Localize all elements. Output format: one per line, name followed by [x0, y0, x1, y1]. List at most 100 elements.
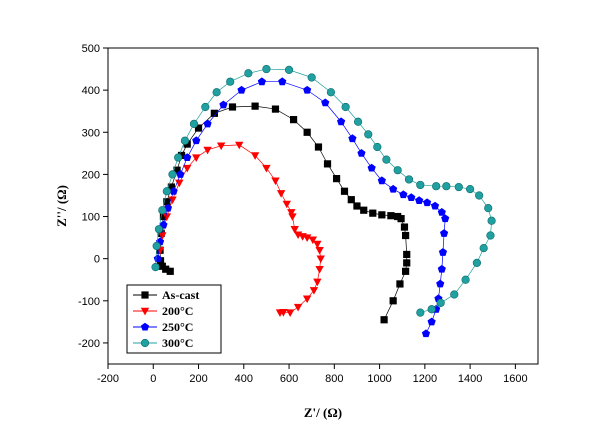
- data-point: [293, 231, 303, 240]
- data-point: [303, 128, 311, 136]
- data-point: [369, 209, 377, 217]
- x-tick-label: 1400: [458, 373, 482, 385]
- data-point: [416, 180, 425, 190]
- x-tick-label: 1600: [503, 373, 527, 385]
- x-tick-label: 800: [325, 373, 343, 385]
- y-axis-title: Z''/ (Ω): [54, 185, 69, 227]
- data-point: [293, 303, 303, 312]
- data-point: [271, 177, 280, 186]
- data-point: [228, 103, 237, 111]
- x-tick-label: 200: [189, 373, 207, 385]
- data-point: [389, 184, 398, 193]
- data-point: [278, 77, 287, 86]
- data-point: [400, 223, 409, 231]
- data-point: [430, 201, 440, 210]
- data-point: [298, 233, 307, 241]
- data-point: [174, 153, 183, 162]
- data-point: [377, 176, 386, 185]
- data-point: [169, 186, 178, 195]
- data-point: [436, 279, 445, 288]
- data-point: [284, 65, 294, 75]
- data-point: [360, 206, 368, 214]
- data-point: [315, 266, 324, 274]
- legend-label: 300°C: [162, 336, 193, 350]
- data-point: [290, 225, 299, 234]
- y-tick-label: 500: [82, 43, 100, 55]
- data-point: [257, 77, 266, 86]
- data-point: [159, 212, 168, 221]
- data-point: [466, 185, 475, 194]
- data-point: [484, 204, 493, 213]
- data-point: [216, 142, 226, 151]
- data-point: [210, 109, 218, 117]
- data-point: [192, 136, 201, 145]
- data-point: [168, 170, 177, 179]
- data-point: [158, 232, 167, 240]
- y-tick-label: 300: [82, 127, 100, 139]
- y-tick-label: 100: [82, 212, 100, 224]
- data-point: [441, 214, 450, 223]
- data-point: [313, 240, 322, 249]
- data-point: [427, 317, 436, 326]
- data-point: [364, 130, 373, 139]
- data-point: [353, 202, 361, 210]
- data-point: [387, 212, 395, 220]
- x-tick-label: 0: [150, 373, 156, 385]
- data-point: [219, 100, 228, 109]
- x-axis-title: Z'/ (Ω): [304, 405, 342, 420]
- data-point: [163, 198, 171, 206]
- data-point: [353, 117, 363, 126]
- y-tick-label: -100: [78, 296, 100, 308]
- y-axis: -200 -100 0 100 200 300 400 500: [78, 43, 108, 350]
- data-point: [340, 187, 349, 195]
- data-point: [472, 258, 481, 267]
- data-point: [437, 264, 446, 273]
- data-point: [237, 85, 246, 94]
- data-point: [262, 164, 271, 173]
- data-point: [285, 309, 295, 317]
- series-4: [151, 64, 496, 317]
- data-point: [454, 182, 463, 192]
- data-point: [153, 254, 162, 263]
- data-point: [323, 160, 332, 168]
- data-point: [341, 102, 350, 112]
- data-point: [438, 248, 448, 256]
- data-point: [250, 152, 260, 160]
- data-point: [194, 124, 203, 132]
- data-point: [192, 154, 201, 162]
- data-point: [396, 280, 404, 288]
- x-tick-label: -200: [97, 373, 119, 385]
- data-point: [393, 166, 402, 175]
- legend-label: 250°C: [162, 320, 193, 334]
- data-point: [282, 200, 291, 209]
- data-point: [332, 175, 341, 183]
- data-point: [289, 116, 298, 124]
- data-point: [251, 102, 259, 110]
- data-point: [421, 329, 431, 338]
- data-point: [287, 209, 296, 217]
- data-point: [382, 155, 391, 164]
- data-point: [416, 308, 425, 317]
- data-point: [173, 166, 181, 174]
- data-point: [423, 198, 432, 207]
- plot-frame: [107, 47, 539, 365]
- data-point: [437, 208, 446, 216]
- data-point: [276, 190, 286, 198]
- legend-marker: [140, 322, 150, 331]
- data-point: [442, 182, 451, 191]
- data-point: [244, 69, 253, 78]
- data-point: [415, 196, 424, 204]
- x-tick-label: 400: [235, 373, 253, 385]
- data-point: [439, 229, 449, 237]
- data-point: [378, 211, 386, 219]
- data-point: [154, 225, 164, 234]
- data-point: [307, 73, 316, 82]
- data-point: [486, 231, 495, 240]
- data-point: [479, 244, 488, 253]
- data-point: [315, 247, 324, 255]
- data-point: [162, 213, 172, 221]
- data-point: [235, 141, 244, 150]
- data-point: [302, 295, 312, 304]
- data-point: [402, 267, 410, 275]
- data-point: [404, 175, 414, 184]
